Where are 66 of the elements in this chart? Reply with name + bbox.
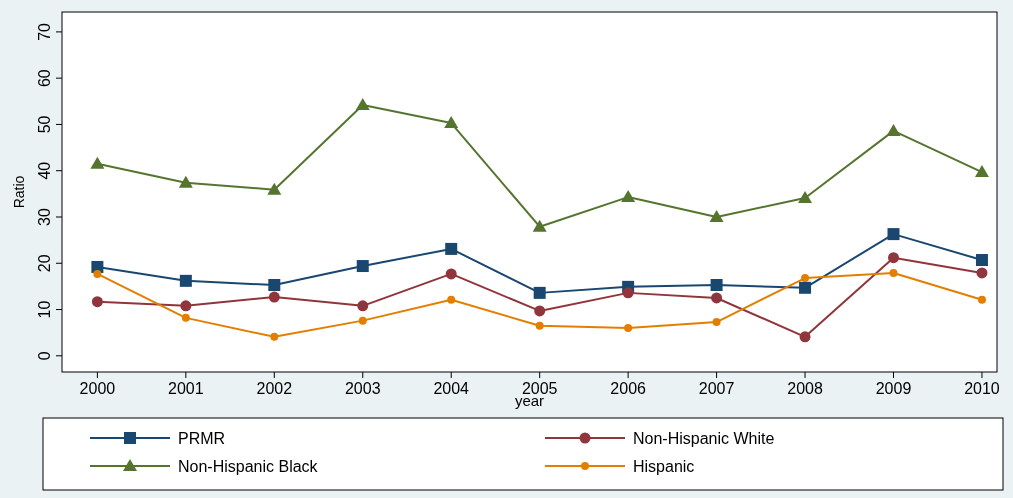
- y-tick-label: 60: [36, 69, 53, 88]
- point: [887, 228, 900, 241]
- point: [977, 295, 986, 304]
- legend-label: Hispanic: [633, 458, 695, 475]
- x-tick-label: 2004: [433, 380, 470, 397]
- point: [886, 123, 901, 136]
- point: [533, 286, 546, 299]
- point: [798, 191, 813, 204]
- point: [976, 267, 988, 279]
- point: [267, 182, 282, 195]
- x-tick-label: 2005: [521, 380, 558, 397]
- point: [355, 98, 370, 111]
- x-tick-label: 2002: [256, 380, 293, 397]
- point: [357, 300, 369, 312]
- y-tick-label: 0: [36, 351, 53, 361]
- point: [270, 332, 279, 341]
- point: [535, 321, 544, 330]
- legend-label: Non-Hispanic Black: [178, 458, 319, 475]
- point: [178, 175, 193, 188]
- point: [712, 318, 721, 327]
- y-tick-label: 40: [36, 161, 53, 180]
- point: [91, 296, 103, 308]
- point: [181, 313, 190, 322]
- y-axis-title: Ratio: [11, 175, 27, 209]
- point: [622, 287, 634, 299]
- point: [888, 252, 899, 264]
- x-tick-label: 2000: [79, 380, 116, 397]
- y-tick-label: 50: [36, 115, 53, 134]
- legend-label: PRMR: [178, 430, 226, 447]
- point: [801, 274, 810, 283]
- point: [624, 324, 633, 333]
- x-tick-label: 2006: [610, 380, 647, 397]
- point: [799, 281, 812, 294]
- y-tick-label: 30: [36, 207, 53, 226]
- point: [974, 165, 989, 178]
- point: [180, 300, 192, 312]
- point: [621, 190, 636, 203]
- point: [534, 305, 546, 317]
- x-tick-label: 2001: [168, 380, 204, 397]
- point: [711, 292, 723, 304]
- point: [268, 291, 280, 303]
- point: [90, 156, 105, 169]
- x-tick-label: 2010: [964, 380, 1000, 397]
- point: [356, 260, 369, 273]
- point: [975, 254, 988, 267]
- y-tick-label: 20: [36, 254, 53, 273]
- x-tick-label: 2008: [787, 380, 823, 397]
- x-tick-label: 2003: [344, 380, 381, 397]
- y-tick-label: 70: [36, 22, 53, 41]
- point: [799, 331, 811, 343]
- point: [179, 274, 192, 287]
- point: [358, 316, 367, 325]
- point: [444, 116, 459, 129]
- point: [709, 209, 724, 222]
- x-tick-label: 2009: [875, 380, 912, 397]
- point: [447, 295, 456, 304]
- point: [532, 219, 547, 232]
- point: [710, 279, 723, 292]
- legend-label: Non-Hispanic White: [633, 430, 775, 447]
- point: [445, 268, 457, 280]
- x-tick-label: 2007: [698, 380, 735, 397]
- point: [268, 279, 281, 292]
- point: [93, 269, 102, 278]
- y-tick-label: 10: [36, 300, 53, 319]
- point: [889, 268, 898, 277]
- point: [445, 242, 458, 255]
